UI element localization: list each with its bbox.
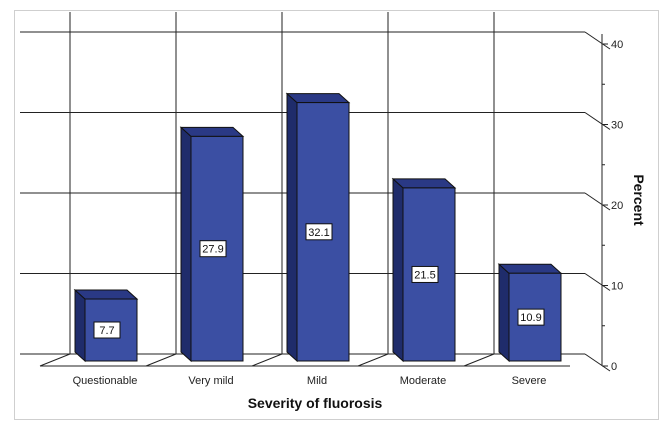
bar-very-mild: 27.9 <box>179 126 245 363</box>
y-axis: 0 10 20 30 40 <box>601 34 623 373</box>
bar-questionable: 7.7 <box>73 288 139 363</box>
floor-right-line <box>584 353 611 372</box>
data-label: 32.1 <box>308 227 329 239</box>
x-tick-label: Questionable <box>73 375 138 387</box>
grid-line-diagonal <box>584 31 611 50</box>
data-label-box <box>517 308 545 326</box>
data-label: 10.9 <box>520 312 541 324</box>
data-label: 27.9 <box>202 244 223 256</box>
data-label-box <box>199 240 227 258</box>
data-label-box <box>305 223 333 241</box>
bar-side <box>392 177 404 363</box>
data-label: 7.7 <box>99 325 114 337</box>
bar-mild: 32.1 <box>285 92 351 363</box>
floor-line <box>145 353 177 367</box>
y-tick-label: 20 <box>611 200 623 212</box>
bar-side <box>74 288 86 363</box>
y-tick-label: 30 <box>611 120 623 132</box>
grid-line-diagonal <box>584 112 611 130</box>
x-tick-label: Moderate <box>400 375 446 387</box>
bar-side <box>498 263 510 363</box>
grid-line-diagonal <box>584 273 611 291</box>
data-label: 21.5 <box>414 269 435 281</box>
y-tick-label: 40 <box>611 39 623 51</box>
floor-line <box>251 353 283 367</box>
floor-line <box>463 353 495 367</box>
bar-top <box>73 289 139 300</box>
data-label-box <box>411 265 439 283</box>
y-axis-title: Percent <box>631 174 647 226</box>
bar-top <box>391 178 457 189</box>
grid-line-diagonal <box>584 192 611 211</box>
bar-top <box>179 126 245 137</box>
floor-line <box>39 353 71 367</box>
bar-top <box>285 93 351 104</box>
y-tick-label: 10 <box>611 281 623 293</box>
bar-moderate: 21.5 <box>391 177 457 363</box>
bar-top <box>497 263 563 274</box>
x-tick-label: Very mild <box>188 375 233 387</box>
bar-side <box>286 92 298 363</box>
x-tick-label: Severe <box>512 375 547 387</box>
bars: 7.7 27.9 32.1 21.5 10.9 <box>73 92 563 363</box>
x-tick-label: Mild <box>307 375 327 387</box>
floor-line <box>357 353 389 367</box>
data-label-box <box>93 321 121 339</box>
x-axis: Questionable Very mild Mild Moderate Severe <box>40 365 570 387</box>
y-tick-label: 0 <box>611 361 617 373</box>
x-axis-title: Severity of fluorosis <box>248 395 383 411</box>
bar-severe: 10.9 <box>497 263 563 363</box>
chart-frame <box>14 10 659 420</box>
bar-side <box>180 126 192 363</box>
